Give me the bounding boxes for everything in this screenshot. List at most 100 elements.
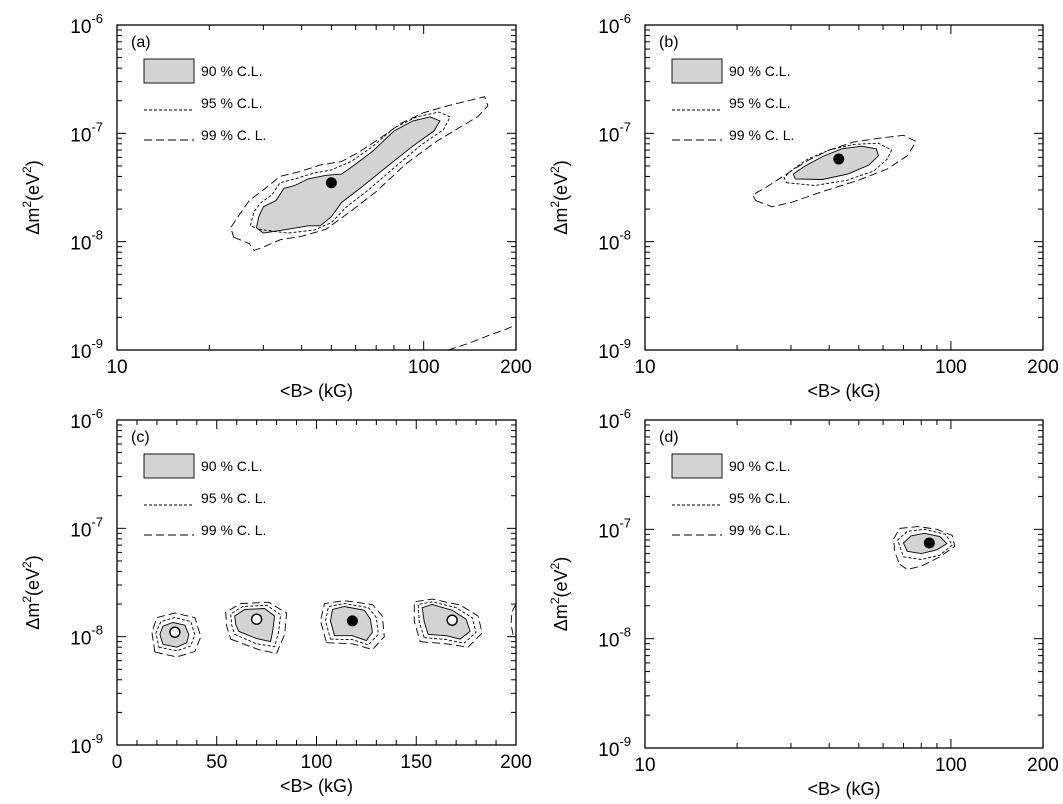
x-tick-label: 10 (634, 357, 655, 378)
legend-swatch-90 (671, 58, 723, 84)
legend: 90 % C.L. 95 % C.L. 99 % C. L. (671, 58, 794, 143)
legend-label: 90 % C.L. (729, 458, 790, 474)
plot-area (230, 96, 516, 350)
x-axis-title: <B> (kG) (807, 779, 880, 799)
tick-marks (644, 25, 1044, 351)
contour-99-cl-2 (230, 96, 489, 251)
x-axis-title: <B> (kG) (807, 381, 880, 401)
x-tick-label: 10 (106, 357, 127, 378)
best-fit-point-3 (446, 614, 458, 626)
plot-area (752, 134, 917, 208)
panel-label: (b) (659, 34, 679, 51)
x-tick-label: 100 (935, 755, 967, 776)
legend-label: 95 % C.L. (729, 490, 790, 506)
contour-99-cl-5 (225, 601, 288, 654)
chart-panel-d: 10-9 10-8 10-7 10-6 10 100 200 <B> (kG) Δm2(eV2)… (548, 406, 1059, 799)
y-tick-label: 10-6 (70, 11, 103, 38)
y-tick-label: 10-8 (70, 228, 103, 255)
best-fit-point-0 (833, 153, 845, 165)
contour-95-cl-4 (230, 604, 282, 648)
y-axis-title: Δm2(eV2) (548, 557, 571, 631)
contour-95-cl-1 (897, 528, 953, 560)
panel-label: (a) (131, 34, 151, 51)
y-tick-label: 10-7 (598, 119, 631, 146)
contour-99-cl-12 (510, 603, 516, 640)
legend-label: 90 % C.L. (201, 63, 262, 79)
legend-label: 95 % C.L. (729, 95, 790, 111)
y-axis-title: Δm2(eV2) (548, 160, 571, 234)
tick-marks (116, 420, 517, 746)
y-tick-label: 10-9 (70, 731, 103, 758)
legend-label: 90 % C.L. (729, 63, 790, 79)
contour-99-cl-3 (447, 324, 516, 350)
x-axis-title: <B> (kG) (280, 776, 353, 796)
best-fit-point-0 (923, 537, 935, 549)
legend-label: 99 % C. L. (729, 127, 794, 143)
y-tick-label: 10-8 (598, 625, 631, 652)
contour-99-cl-8 (320, 600, 385, 651)
y-tick-label: 10-6 (598, 406, 631, 433)
y-tick-label: 10-9 (70, 336, 103, 363)
legend-label: 95 % C.L. (201, 95, 262, 111)
y-tick-label: 10-9 (598, 336, 631, 363)
x-tick-label: 200 (500, 752, 532, 773)
y-tick-label: 10-6 (598, 11, 631, 38)
plot-frame (116, 24, 517, 351)
panel-label: (c) (131, 429, 150, 446)
legend: 90 % C.L. 95 % C.L. 99 % C.L. (671, 453, 790, 538)
x-tick-label: 200 (1027, 755, 1059, 776)
x-tick-label: 100 (408, 357, 440, 378)
contour-99-cl-2 (752, 134, 917, 208)
best-fit-point-0 (169, 626, 181, 638)
y-axis-title: Δm2(eV2) (20, 160, 43, 234)
y-tick-label: 10-6 (70, 406, 103, 433)
legend-swatch-90 (671, 453, 723, 479)
contour-99-cl-11 (413, 598, 483, 648)
contour-95-cl-7 (325, 603, 379, 646)
y-tick-label: 10-9 (598, 734, 631, 761)
x-tick-label: 200 (500, 357, 532, 378)
y-tick-label: 10-8 (598, 228, 631, 255)
legend: 90 % C.L. 95 % C. L. 99 % C. L. (143, 453, 266, 538)
best-fit-point-2 (346, 615, 358, 627)
legend: 90 % C.L. 95 % C.L. 99 % C. L. (143, 58, 266, 143)
chart-panel-c: 10-9 10-8 10-7 10-6 0 50 100 150 200 <B> (kG) Δm2(… (20, 406, 532, 796)
legend-swatch-90 (143, 58, 195, 84)
tick-marks (644, 420, 1044, 749)
legend-label: 99 % C.L. (729, 522, 790, 538)
x-tick-label: 100 (301, 752, 333, 773)
plot-area (893, 526, 956, 570)
legend-label: 90 % C.L. (201, 458, 262, 474)
contour-90-cl-3 (234, 608, 276, 643)
x-tick-label: 0 (112, 752, 123, 773)
best-fit-point-0 (325, 177, 337, 189)
x-tick-label: 50 (206, 752, 227, 773)
contour-90-cl-0 (256, 116, 441, 234)
x-tick-label: 200 (1027, 357, 1059, 378)
contour-99-cl-2 (151, 612, 202, 658)
x-tick-label: 100 (935, 357, 967, 378)
y-tick-label: 10-7 (598, 515, 631, 542)
legend-label: 99 % C. L. (201, 522, 266, 538)
chart-panel-a: 10-9 10-8 10-7 10-6 10 100 200 <B> (kG) Δm2(eV2)… (20, 11, 532, 401)
tick-marks (116, 25, 517, 351)
plot-frame (644, 419, 1044, 749)
contour-90-cl-9 (421, 604, 471, 640)
y-tick-label: 10-7 (70, 514, 103, 541)
legend-label: 99 % C. L. (201, 127, 266, 143)
x-axis-title: <B> (kG) (280, 381, 353, 401)
y-tick-label: 10-7 (70, 119, 103, 146)
y-axis-title: Δm2(eV2) (20, 555, 43, 629)
best-fit-point-1 (250, 613, 263, 625)
x-tick-label: 10 (634, 755, 655, 776)
chart-panel-b: 10-9 10-8 10-7 10-6 10 100 200 <B> (kG) Δm2(eV2)… (548, 11, 1059, 401)
plot-area (151, 598, 516, 658)
legend-label: 95 % C. L. (201, 490, 266, 506)
legend-swatch-90 (143, 453, 195, 479)
x-tick-label: 150 (400, 752, 432, 773)
y-tick-label: 10-8 (70, 623, 103, 650)
plot-frame (644, 24, 1044, 351)
contour-95-cl-10 (417, 601, 477, 644)
panel-label: (d) (659, 429, 679, 446)
